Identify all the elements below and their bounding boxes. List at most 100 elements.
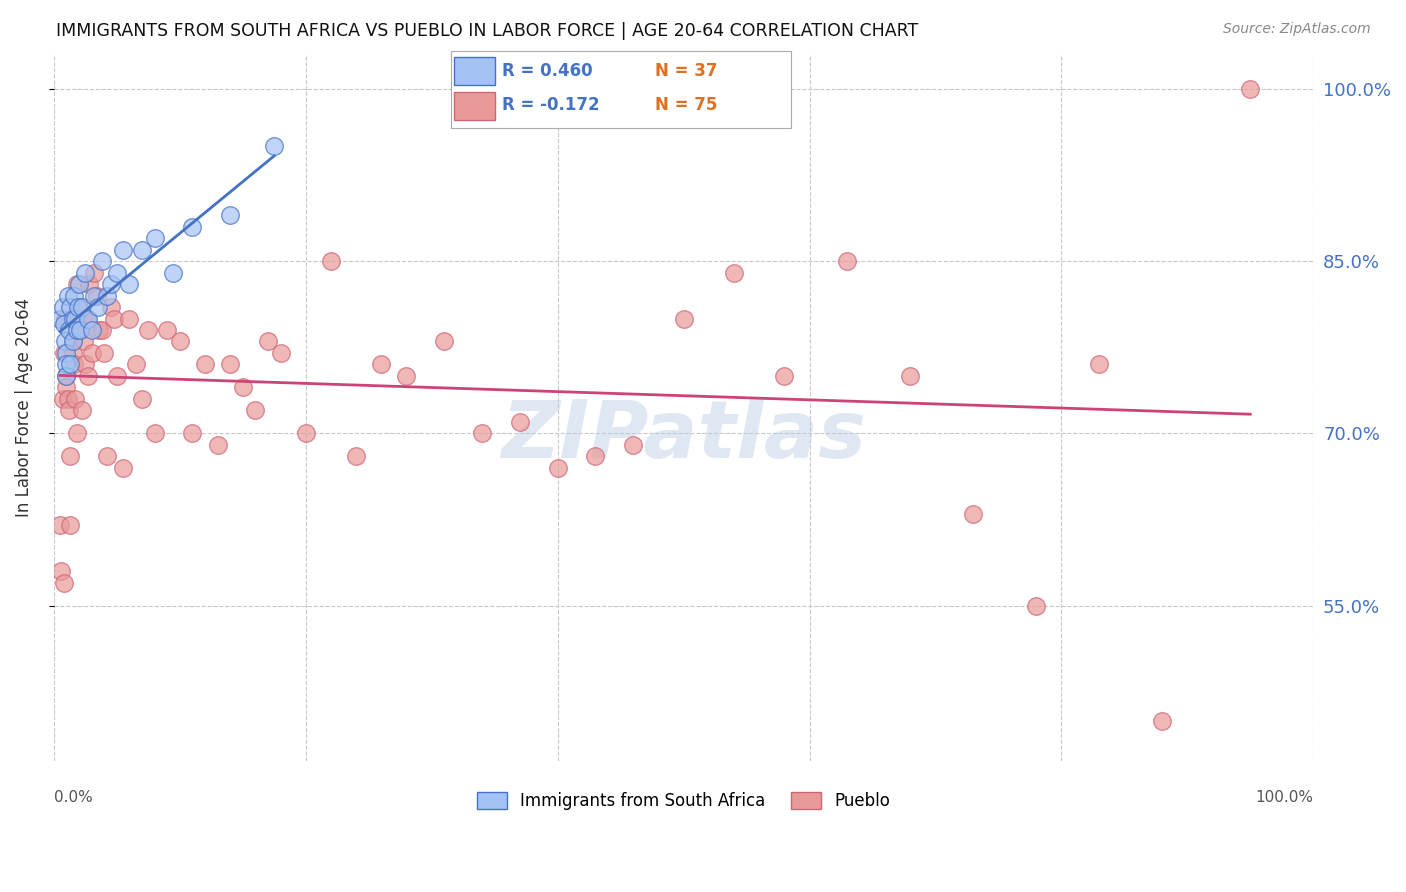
Legend: Immigrants from South Africa, Pueblo: Immigrants from South Africa, Pueblo xyxy=(471,785,897,816)
Point xyxy=(118,277,141,291)
Point xyxy=(63,358,86,372)
Point xyxy=(898,369,921,384)
Point xyxy=(69,323,91,337)
Point xyxy=(245,403,267,417)
Point xyxy=(263,139,285,153)
Point xyxy=(433,334,456,349)
Point xyxy=(100,277,122,291)
Point xyxy=(162,266,184,280)
Point xyxy=(75,266,97,280)
Point xyxy=(70,403,93,417)
Point xyxy=(55,380,77,394)
Point xyxy=(75,358,97,372)
Text: 0.0%: 0.0% xyxy=(53,789,93,805)
Point xyxy=(52,346,75,360)
Point xyxy=(56,392,79,406)
Point xyxy=(70,300,93,314)
Point xyxy=(319,254,342,268)
Point xyxy=(67,300,90,314)
Point xyxy=(80,346,103,360)
Point xyxy=(181,219,204,234)
Point xyxy=(207,438,229,452)
Point xyxy=(73,334,96,349)
Point xyxy=(96,288,118,302)
Point xyxy=(49,311,72,326)
Point xyxy=(232,380,254,394)
Text: IMMIGRANTS FROM SOUTH AFRICA VS PUEBLO IN LABOR FORCE | AGE 20-64 CORRELATION CH: IMMIGRANTS FROM SOUTH AFRICA VS PUEBLO I… xyxy=(56,22,918,40)
Point xyxy=(1088,358,1111,372)
Point xyxy=(90,323,112,337)
Point xyxy=(131,243,153,257)
Point xyxy=(194,358,217,372)
Point xyxy=(1025,599,1047,613)
Point xyxy=(621,438,644,452)
Point xyxy=(58,403,80,417)
Point xyxy=(76,311,98,326)
Point xyxy=(55,369,77,384)
Point xyxy=(962,507,984,521)
Point xyxy=(58,323,80,337)
Point xyxy=(96,450,118,464)
Point xyxy=(100,300,122,314)
Point xyxy=(156,323,179,337)
Point xyxy=(59,300,82,314)
Point xyxy=(62,334,84,349)
Point xyxy=(72,311,94,326)
Point xyxy=(77,277,100,291)
Point xyxy=(181,426,204,441)
Point xyxy=(62,311,84,326)
Point xyxy=(76,369,98,384)
Point xyxy=(67,277,90,291)
Y-axis label: In Labor Force | Age 20-64: In Labor Force | Age 20-64 xyxy=(15,298,32,517)
Point xyxy=(90,254,112,268)
Point xyxy=(219,358,242,372)
Point xyxy=(56,288,79,302)
Point xyxy=(83,288,105,302)
Point xyxy=(52,300,75,314)
Point xyxy=(63,288,86,302)
Point xyxy=(49,518,72,533)
Point xyxy=(118,311,141,326)
Point xyxy=(80,323,103,337)
Point xyxy=(723,266,745,280)
Point xyxy=(370,358,392,372)
Point xyxy=(89,323,111,337)
Point xyxy=(83,266,105,280)
Text: ZIPatlas: ZIPatlas xyxy=(501,397,866,475)
Point xyxy=(59,450,82,464)
Point xyxy=(112,243,135,257)
Point xyxy=(131,392,153,406)
Point xyxy=(105,369,128,384)
Text: 100.0%: 100.0% xyxy=(1256,789,1313,805)
Point xyxy=(143,231,166,245)
Point xyxy=(86,288,108,302)
Point xyxy=(103,311,125,326)
Point xyxy=(143,426,166,441)
Point xyxy=(270,346,292,360)
Point xyxy=(547,461,569,475)
Point xyxy=(773,369,796,384)
Point xyxy=(257,334,280,349)
Point xyxy=(55,346,77,360)
Point xyxy=(62,334,84,349)
Point xyxy=(59,518,82,533)
Point xyxy=(136,323,159,337)
Point xyxy=(69,323,91,337)
Point xyxy=(53,334,76,349)
Point xyxy=(105,266,128,280)
Point xyxy=(51,565,73,579)
Text: Source: ZipAtlas.com: Source: ZipAtlas.com xyxy=(1223,22,1371,37)
Point xyxy=(62,346,84,360)
Point xyxy=(76,311,98,326)
Point xyxy=(52,575,75,590)
Point xyxy=(93,346,115,360)
Point xyxy=(65,392,87,406)
Point xyxy=(55,369,77,384)
Point xyxy=(65,277,87,291)
Point xyxy=(87,300,110,314)
Point xyxy=(112,461,135,475)
Point xyxy=(55,358,77,372)
Point xyxy=(65,311,87,326)
Point xyxy=(125,358,148,372)
Point xyxy=(65,323,87,337)
